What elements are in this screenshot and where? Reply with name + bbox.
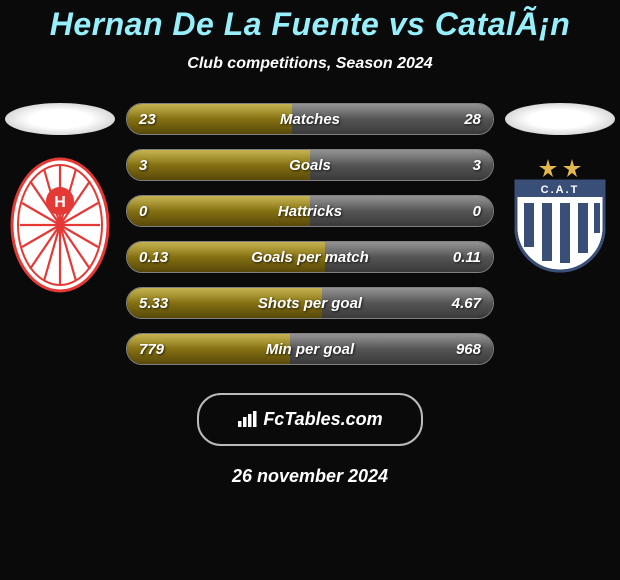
stat-row: 3Goals3 bbox=[126, 149, 494, 181]
left-side: H bbox=[0, 103, 120, 298]
left-photo-placeholder bbox=[5, 103, 115, 135]
stat-row: 23Matches28 bbox=[126, 103, 494, 135]
stat-label: Hattricks bbox=[127, 203, 493, 220]
left-value: 5.33 bbox=[139, 295, 168, 312]
bar-text: 779Min per goal968 bbox=[127, 334, 493, 364]
left-value: 23 bbox=[139, 111, 156, 128]
bar-text: 3Goals3 bbox=[127, 150, 493, 180]
bar-text: 5.33Shots per goal4.67 bbox=[127, 288, 493, 318]
right-side: C.A.T bbox=[500, 103, 620, 278]
stat-row: 0Hattricks0 bbox=[126, 195, 494, 227]
stat-row: 0.13Goals per match0.11 bbox=[126, 241, 494, 273]
date-text: 26 november 2024 bbox=[0, 466, 620, 487]
stat-label: Goals per match bbox=[127, 249, 493, 266]
stat-bar: 0Hattricks0 bbox=[126, 195, 494, 227]
comparison-panel: H 23Matches283Goals30Hattricks00.13Goals… bbox=[0, 103, 620, 379]
stat-label: Min per goal bbox=[127, 341, 493, 358]
stat-row: 779Min per goal968 bbox=[126, 333, 494, 365]
stat-bar: 779Min per goal968 bbox=[126, 333, 494, 365]
right-value: 3 bbox=[473, 157, 481, 174]
stat-label: Matches bbox=[127, 111, 493, 128]
page-title: Hernan De La Fuente vs CatalÃ¡n bbox=[0, 0, 620, 43]
stat-bar: 5.33Shots per goal4.67 bbox=[126, 287, 494, 319]
right-value: 28 bbox=[464, 111, 481, 128]
bar-text: 0Hattricks0 bbox=[127, 196, 493, 226]
right-value: 968 bbox=[456, 341, 481, 358]
bar-text: 0.13Goals per match0.11 bbox=[127, 242, 493, 272]
brand-text: FcTables.com bbox=[263, 409, 382, 429]
right-crest: C.A.T bbox=[510, 157, 610, 278]
left-value: 779 bbox=[139, 341, 164, 358]
svg-text:C.A.T: C.A.T bbox=[541, 184, 580, 196]
svg-text:H: H bbox=[54, 194, 66, 211]
brand-chart-icon bbox=[237, 411, 257, 432]
stats-bars: 23Matches28 3Goals3 0Hattricks0 0.13Goals p… bbox=[120, 103, 500, 379]
stat-bar: 23Matches28 bbox=[126, 103, 494, 135]
left-crest: H bbox=[10, 157, 110, 298]
bar-text: 23Matches28 bbox=[127, 104, 493, 134]
talleres-badge-icon: C.A.T bbox=[510, 157, 610, 273]
left-value: 3 bbox=[139, 157, 147, 174]
right-photo-placeholder bbox=[505, 103, 615, 135]
stat-row: 5.33Shots per goal4.67 bbox=[126, 287, 494, 319]
brand-box: FcTables.com bbox=[197, 393, 422, 446]
stat-label: Goals bbox=[127, 157, 493, 174]
left-value: 0 bbox=[139, 203, 147, 220]
stat-label: Shots per goal bbox=[127, 295, 493, 312]
huracan-badge-icon: H bbox=[10, 157, 110, 293]
subtitle: Club competitions, Season 2024 bbox=[0, 55, 620, 73]
stat-bar: 3Goals3 bbox=[126, 149, 494, 181]
right-value: 0 bbox=[473, 203, 481, 220]
right-value: 4.67 bbox=[452, 295, 481, 312]
brand-footer: FcTables.com bbox=[0, 393, 620, 446]
stat-bar: 0.13Goals per match0.11 bbox=[126, 241, 494, 273]
right-value: 0.11 bbox=[453, 249, 481, 266]
left-value: 0.13 bbox=[139, 249, 168, 266]
